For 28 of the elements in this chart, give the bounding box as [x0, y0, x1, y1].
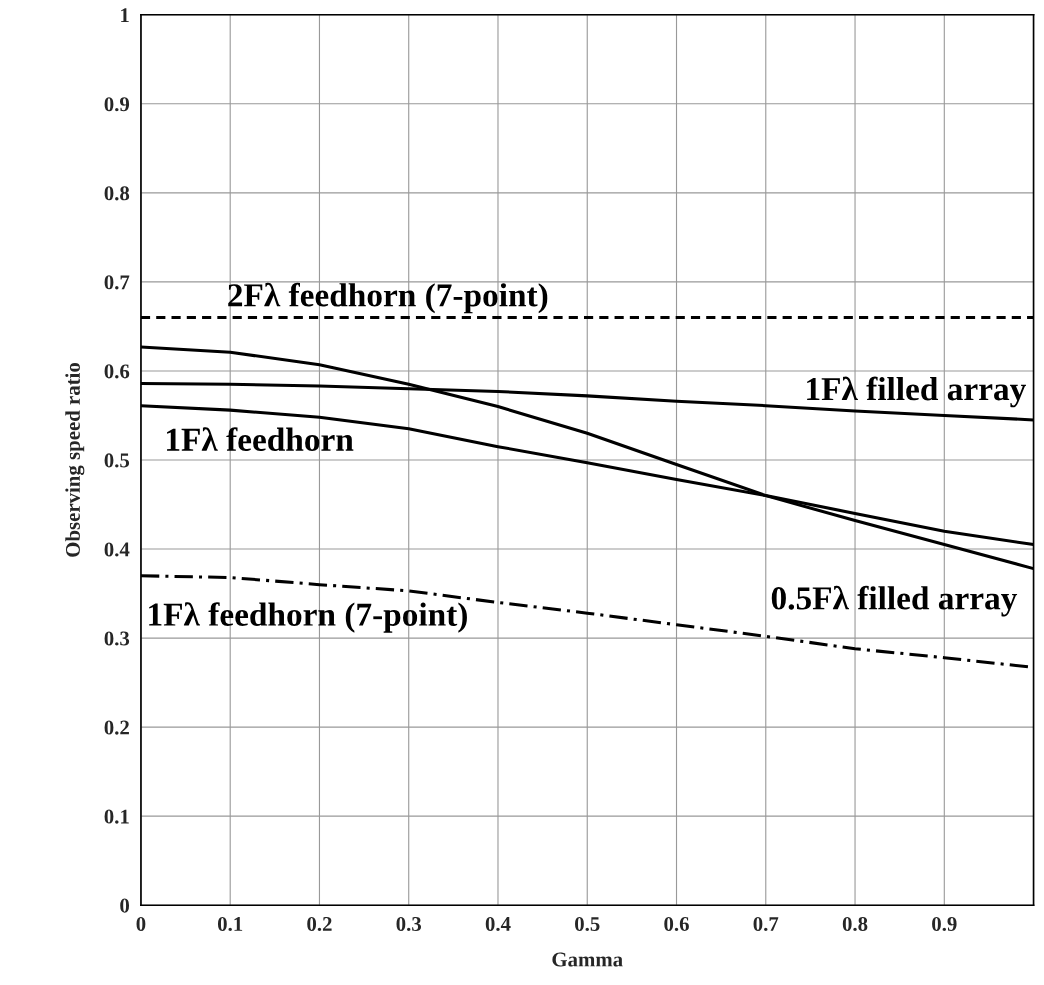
y-axis-title: Observing speed ratio	[65, 362, 85, 557]
x-tick-label: 0.1	[217, 916, 243, 932]
x-tick-label: 0.4	[485, 916, 511, 932]
y-tick-label: 0.5	[104, 453, 130, 468]
series-label: 1Fλ filled array	[807, 376, 1026, 408]
y-tick-label: 0	[120, 898, 130, 913]
y-tick-label: 0.4	[104, 542, 130, 557]
series-label: 2Fλ feedhorn (7-point)	[228, 282, 548, 314]
x-tick-label: 0.8	[842, 916, 868, 932]
series-label: 0.5Fλ filled array	[771, 585, 1018, 617]
y-tick-label: 0.3	[104, 631, 130, 646]
x-tick-label: 0.6	[664, 916, 689, 932]
x-tick-label: 0	[136, 916, 146, 931]
series-label: 1Fλ feedhorn (7-point)	[149, 602, 467, 633]
y-tick-label: 1	[121, 8, 129, 22]
series-label: 1Fλ feedhorn	[167, 427, 354, 452]
y-tick-label: 0.2	[104, 720, 129, 735]
x-tick-label: 0.5	[575, 916, 600, 932]
x-tick-label: 0.3	[396, 916, 422, 932]
x-tick-label: 0.2	[307, 916, 332, 932]
y-tick-label: 0.1	[104, 809, 129, 824]
y-tick-label: 0.7	[104, 275, 130, 290]
x-tick-label: 0.7	[753, 916, 779, 932]
y-tick-label: 0.8	[104, 186, 130, 201]
x-axis-title: Gamma	[552, 952, 623, 967]
y-tick-label: 0.6	[104, 364, 130, 379]
y-tick-label: 0.9	[104, 97, 130, 112]
x-tick-label: 0.9	[932, 916, 957, 932]
